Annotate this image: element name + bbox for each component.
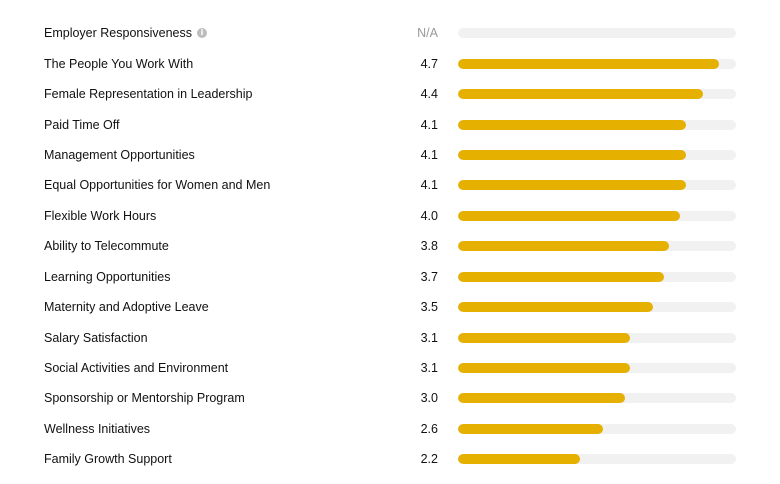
- rating-label: Learning Opportunities: [44, 269, 171, 284]
- rating-bar-track: [458, 241, 736, 252]
- rating-bar-fill: [458, 363, 631, 374]
- rating-bar-track: [458, 89, 736, 100]
- rating-score: 4.1: [420, 147, 438, 162]
- rating-score: 2.6: [420, 421, 438, 436]
- rating-bar-track: [458, 58, 736, 69]
- rating-score: 3.1: [420, 330, 438, 345]
- rating-row: Management Opportunities 4.1: [0, 140, 780, 170]
- info-icon[interactable]: i: [197, 28, 207, 39]
- rating-bar-track: [458, 180, 736, 191]
- rating-bar-track: [458, 149, 736, 160]
- rating-label: Salary Satisfaction: [44, 330, 148, 345]
- rating-bar-track: [458, 302, 736, 313]
- rating-bar-track: [458, 332, 736, 343]
- rating-bar-fill: [458, 302, 653, 313]
- rating-row: Flexible Work Hours 4.0: [0, 201, 780, 231]
- rating-row: Wellness Initiatives 2.6: [0, 414, 780, 444]
- rating-score: 3.0: [420, 391, 438, 406]
- rating-bar-track: [458, 393, 736, 404]
- rating-bar-fill: [458, 423, 603, 434]
- rating-label: Ability to Telecommute: [44, 239, 169, 254]
- rating-label: Sponsorship or Mentorship Program: [44, 391, 245, 406]
- rating-row: Female Representation in Leadership 4.4: [0, 79, 780, 109]
- rating-score: 4.1: [420, 117, 438, 132]
- rating-row: Equal Opportunities for Women and Men 4.…: [0, 170, 780, 200]
- rating-bar-fill: [458, 271, 664, 282]
- rating-label: Paid Time Off: [44, 117, 120, 132]
- rating-score: 2.2: [420, 452, 438, 467]
- rating-row: Sponsorship or Mentorship Program 3.0: [0, 383, 780, 413]
- rating-row: Ability to Telecommute 3.8: [0, 231, 780, 261]
- rating-bar-fill: [458, 210, 681, 221]
- rating-label: Maternity and Adoptive Leave: [44, 300, 209, 315]
- rating-score: 4.1: [420, 178, 438, 193]
- rating-row: Learning Opportunities 3.7: [0, 262, 780, 292]
- rating-row: The People You Work With 4.7: [0, 48, 780, 78]
- rating-score: N/A: [417, 26, 438, 41]
- rating-bar-track: [458, 28, 736, 39]
- rating-bar-fill: [458, 332, 631, 343]
- rating-label: Equal Opportunities for Women and Men: [44, 178, 271, 193]
- rating-score: 4.7: [420, 56, 438, 71]
- rating-label-text: Employer Responsiveness: [44, 26, 192, 41]
- rating-label: Flexible Work Hours: [44, 208, 157, 223]
- rating-bar-track: [458, 210, 736, 221]
- rating-score: 4.0: [420, 208, 438, 223]
- rating-row: Maternity and Adoptive Leave 3.5: [0, 292, 780, 322]
- rating-bar-fill: [458, 149, 686, 160]
- rating-bar-track: [458, 119, 736, 130]
- rating-score: 3.8: [420, 239, 438, 254]
- rating-label: Management Opportunities: [44, 147, 195, 162]
- rating-bar-fill: [458, 393, 625, 404]
- rating-label: Social Activities and Environment: [44, 361, 229, 376]
- rating-score: 3.1: [420, 361, 438, 376]
- rating-bar-fill: [458, 119, 686, 130]
- rating-bar-fill: [458, 180, 686, 191]
- ratings-list: Employer Responsiveness i N/A The People…: [0, 18, 780, 475]
- rating-bar-fill: [458, 454, 581, 465]
- rating-row: Paid Time Off 4.1: [0, 109, 780, 139]
- rating-label: Employer Responsiveness i: [44, 26, 207, 40]
- rating-score: 4.4: [420, 87, 438, 102]
- rating-bar-track: [458, 271, 736, 282]
- rating-row: Family Growth Support 2.2: [0, 444, 780, 474]
- rating-bar-fill: [458, 89, 703, 100]
- rating-bar-fill: [458, 241, 670, 252]
- rating-bar-track: [458, 363, 736, 374]
- rating-score: 3.5: [420, 300, 438, 315]
- rating-bar-track: [458, 423, 736, 434]
- rating-score: 3.7: [420, 269, 438, 284]
- rating-label: Wellness Initiatives: [44, 421, 151, 436]
- rating-label: Family Growth Support: [44, 452, 172, 467]
- rating-label: The People You Work With: [44, 56, 194, 71]
- rating-row: Social Activities and Environment 3.1: [0, 353, 780, 383]
- rating-label: Female Representation in Leadership: [44, 87, 253, 102]
- rating-row: Salary Satisfaction 3.1: [0, 322, 780, 352]
- rating-bar-track: [458, 454, 736, 465]
- rating-bar-fill: [458, 58, 720, 69]
- rating-row: Employer Responsiveness i N/A: [0, 18, 780, 48]
